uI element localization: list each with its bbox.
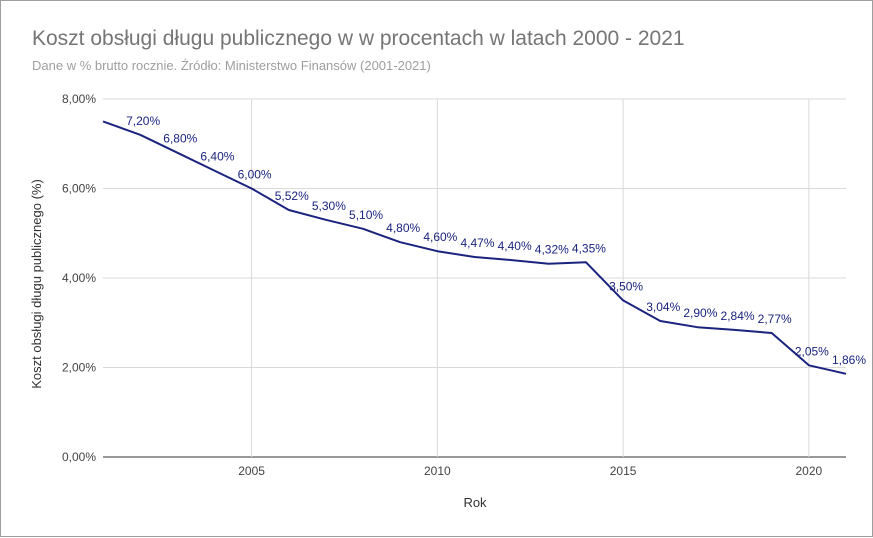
data-label: 6,40% (200, 150, 234, 164)
data-label: 5,10% (349, 208, 383, 222)
x-tick-label: 2020 (795, 464, 822, 478)
y-tick-label: 8,00% (62, 92, 96, 106)
series-line (102, 120, 847, 375)
data-label: 4,47% (460, 236, 494, 250)
y-tick-label: 4,00% (62, 271, 96, 285)
data-label: 2,84% (721, 309, 755, 323)
data-labels: 7,20%6,80%6,40% 6,00%5,52%5,30%5,10%4,80%… (126, 114, 866, 367)
data-label: 3,50% (609, 279, 643, 293)
y-axis-title: Koszt obsługi długu publicznego (%) (29, 179, 44, 389)
data-label: 2,05% (795, 344, 829, 358)
data-label: 3,04% (646, 300, 680, 314)
data-label: 4,32% (535, 243, 569, 257)
y-tick-label: 6,00% (62, 182, 96, 196)
data-label: 4,40% (498, 239, 532, 253)
x-tick-label: 2010 (424, 464, 451, 478)
grid-lines (103, 98, 846, 458)
data-label: 5,52% (275, 189, 309, 203)
data-label: 6,80% (163, 132, 197, 146)
y-tick-label: 0,00% (62, 450, 96, 464)
data-label: 1,86% (832, 353, 866, 367)
data-label: 2,77% (758, 312, 792, 326)
x-tick-label: 2005 (238, 464, 265, 478)
data-label: 4,60% (423, 230, 457, 244)
data-label: 4,35% (572, 241, 606, 255)
series-line-group (102, 120, 847, 375)
x-axis-title: Rok (463, 495, 487, 510)
y-tick-label: 2,00% (62, 361, 96, 375)
chart-title: Koszt obsługi długu publicznego w w proc… (32, 27, 685, 50)
data-label: 6,00% (238, 168, 272, 182)
chart-subtitle: Dane w % brutto rocznie. Źródło: Ministe… (32, 58, 431, 73)
data-label: 4,80% (386, 221, 420, 235)
x-tick-label: 2015 (610, 464, 637, 478)
axis-ticks: 0,00% 2,00% 4,00% 6,00% 8,00% 2005 2010 2015 202… (62, 92, 823, 478)
data-label: 7,20% (126, 114, 160, 128)
data-label: 5,30% (312, 199, 346, 213)
data-label: 2,90% (683, 306, 717, 320)
